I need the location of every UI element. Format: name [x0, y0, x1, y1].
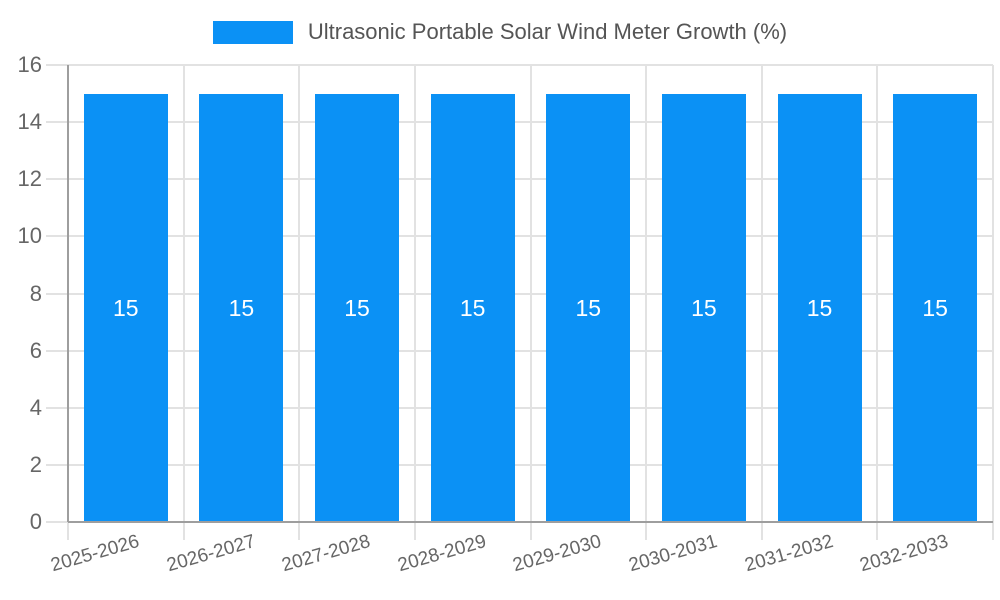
bar-value-label: 15 [113, 294, 139, 321]
gridline-vertical [992, 65, 994, 540]
bar-value-label: 15 [575, 294, 602, 321]
y-axis-tick-label: 12 [17, 166, 42, 192]
x-axis-tick-label: 2026-2027 [164, 531, 258, 577]
gridline-vertical [413, 65, 416, 540]
gridline-horizontal [46, 178, 993, 181]
bar-value-label: 15 [691, 294, 717, 321]
bar [777, 93, 862, 521]
chart-legend: Ultrasonic Portable Solar Wind Meter Gro… [0, 14, 1000, 50]
gridline-vertical [298, 65, 301, 540]
y-axis-tick-label: 0 [29, 509, 42, 534]
bar [83, 93, 168, 521]
y-axis-tick-label: 6 [29, 337, 42, 363]
y-axis-tick-label: 2 [29, 451, 42, 477]
x-axis-tick-label: 2025-2026 [48, 531, 142, 577]
bar-value-label: 15 [228, 294, 255, 321]
gridline-vertical [529, 65, 532, 540]
x-axis-tick-label: 2030-2031 [626, 531, 720, 577]
x-axis-tick-label: 2031-2032 [742, 531, 836, 577]
gridline-horizontal [46, 235, 993, 238]
legend-label: Ultrasonic Portable Solar Wind Meter Gro… [307, 19, 788, 44]
y-axis-tick-label: 8 [29, 280, 42, 306]
gridline-horizontal [46, 121, 993, 124]
x-axis-tick [67, 522, 69, 540]
bar [199, 93, 284, 521]
bar [315, 93, 400, 521]
y-axis-line [67, 65, 69, 522]
bar-value-label: 15 [459, 294, 486, 321]
gridline-vertical [760, 65, 763, 540]
x-axis-line [68, 521, 993, 523]
gridline-horizontal [46, 349, 993, 352]
y-axis-tick [46, 521, 68, 523]
x-axis-tick-label: 2029-2030 [510, 531, 605, 577]
x-axis-tick-label: 2028-2029 [395, 531, 489, 577]
legend-swatch [212, 20, 293, 44]
gridline-vertical [876, 65, 879, 540]
y-axis-tick-label: 10 [17, 223, 42, 249]
bar [893, 93, 978, 521]
gridline-horizontal [46, 64, 993, 66]
bar [430, 93, 515, 521]
gridline-vertical [645, 65, 648, 540]
x-axis-tick-label: 2032-2033 [857, 531, 951, 577]
y-axis-tick-label: 4 [29, 394, 42, 420]
bar-value-label: 15 [344, 294, 370, 321]
y-axis-tick-label: 16 [17, 52, 42, 77]
gridline-horizontal [46, 406, 993, 409]
gridline-horizontal [46, 292, 993, 295]
bar [546, 93, 631, 521]
gridline-horizontal [46, 463, 993, 466]
bar-value-label: 15 [806, 294, 833, 321]
y-axis-tick-label: 14 [17, 109, 42, 135]
bar-value-label: 15 [922, 294, 948, 321]
gridline-vertical [182, 65, 185, 540]
bar [661, 93, 746, 521]
x-axis-tick-label: 2027-2028 [279, 531, 373, 577]
